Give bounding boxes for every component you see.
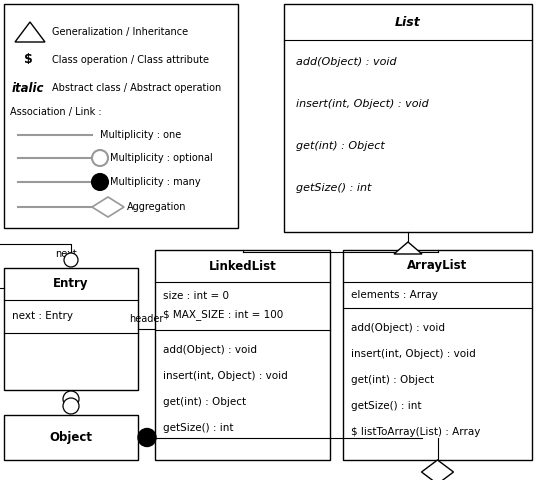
Text: add(Object) : void: add(Object) : void [296,57,397,67]
Text: insert(int, Object) : void: insert(int, Object) : void [351,349,476,359]
Text: ArrayList: ArrayList [407,260,468,273]
Text: add(Object) : void: add(Object) : void [351,323,445,333]
Text: Multiplicity : optional: Multiplicity : optional [110,153,213,163]
Text: insert(int, Object) : void: insert(int, Object) : void [163,371,288,381]
Text: LinkedList: LinkedList [209,260,277,273]
Polygon shape [421,460,453,480]
Bar [4,268,138,390]
Text: italic: italic [12,82,44,95]
Text: Aggregation: Aggregation [127,202,186,212]
Text: Abstract class / Abstract operation: Abstract class / Abstract operation [52,83,221,93]
Text: Object: Object [50,431,93,444]
Text: Association / Link :: Association / Link : [10,107,102,117]
Text: get(int) : Object: get(int) : Object [296,141,385,151]
Circle shape [64,253,78,267]
Text: get(int) : Object: get(int) : Object [351,375,434,385]
Text: Multiplicity : one: Multiplicity : one [100,130,181,140]
Bar [4,4,238,228]
Circle shape [92,174,108,190]
Text: Multiplicity : many: Multiplicity : many [110,177,201,187]
Text: size : int = 0: size : int = 0 [163,291,229,301]
Circle shape [92,150,108,166]
Circle shape [63,391,79,407]
Text: get(int) : Object: get(int) : Object [163,397,246,407]
Text: next: next [55,249,77,259]
Circle shape [63,398,79,414]
Polygon shape [15,22,45,42]
Text: next : Entry: next : Entry [12,311,73,321]
Bar [155,250,330,460]
Text: insert(int, Object) : void: insert(int, Object) : void [296,99,429,109]
Text: elements : Array: elements : Array [351,290,438,300]
Text: $: $ [24,53,32,67]
Text: getSize() : int: getSize() : int [163,423,233,433]
Text: $ MAX_SIZE : int = 100: $ MAX_SIZE : int = 100 [163,310,284,321]
Text: Generalization / Inheritance: Generalization / Inheritance [52,27,188,37]
Text: add(Object) : void: add(Object) : void [163,345,257,355]
Text: getSize() : int: getSize() : int [296,183,371,193]
Bar [4,415,138,460]
Polygon shape [394,242,422,254]
Bar [284,4,532,232]
Text: Class operation / Class attribute: Class operation / Class attribute [52,55,209,65]
Polygon shape [92,197,124,217]
Text: Entry: Entry [53,277,89,290]
Text: $ listToArray(List) : Array: $ listToArray(List) : Array [351,427,480,437]
Text: getSize() : int: getSize() : int [351,401,421,411]
Text: header: header [129,314,164,324]
Bar [343,250,532,460]
Text: List: List [395,15,421,28]
Circle shape [138,429,156,446]
